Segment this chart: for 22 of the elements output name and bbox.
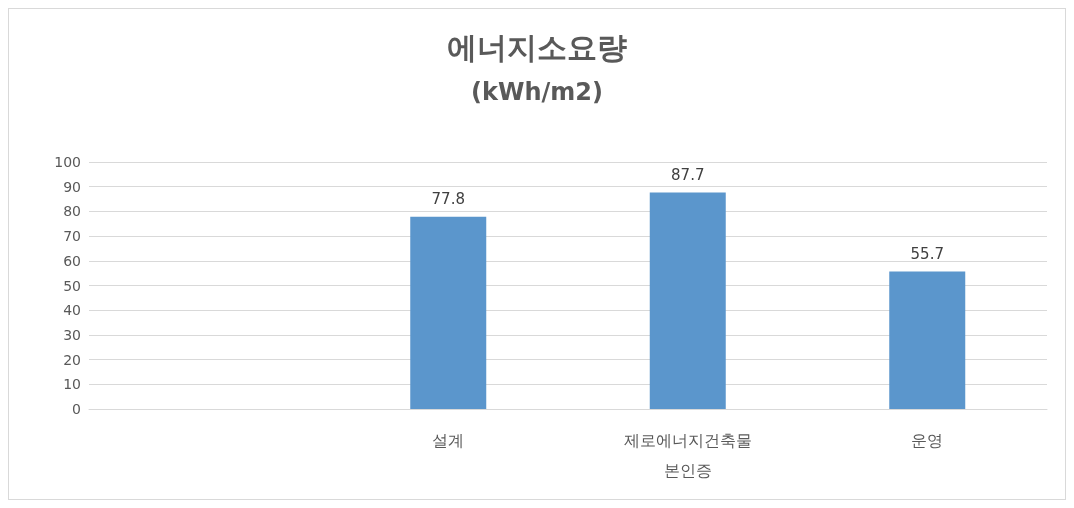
data-label: 87.7 xyxy=(671,165,705,184)
y-tick-label: 80 xyxy=(63,203,81,220)
chart-title: 에너지소요량 xyxy=(447,29,627,65)
bar xyxy=(889,271,966,409)
y-tick-label: 50 xyxy=(63,277,81,294)
data-label: 55.7 xyxy=(910,244,944,263)
y-tick-label: 30 xyxy=(63,326,81,343)
data-label: 77.8 xyxy=(431,190,465,209)
y-tick-label: 20 xyxy=(63,351,81,368)
chart-subtitle: (kWh/m2) xyxy=(471,78,603,106)
y-tick-label: 40 xyxy=(63,302,81,319)
x-tick-label: 설계 xyxy=(432,430,465,450)
y-tick-label: 100 xyxy=(54,154,81,170)
y-tick-label: 60 xyxy=(63,252,81,269)
bar xyxy=(410,216,487,409)
y-tick-label: 90 xyxy=(63,178,81,195)
x-tick-label: 제로에너지건축물 본인증 xyxy=(623,430,752,480)
y-tick-label: 10 xyxy=(63,376,81,393)
x-tick-label: 운영 xyxy=(911,430,944,450)
y-tick-label: 0 xyxy=(72,401,81,417)
bar xyxy=(649,192,726,409)
y-tick-label: 70 xyxy=(63,228,81,245)
